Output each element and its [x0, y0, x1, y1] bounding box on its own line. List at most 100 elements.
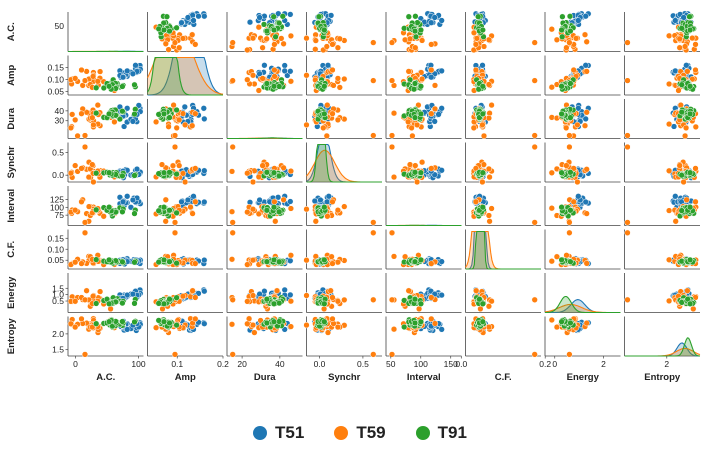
panel-a-c-vs-c-f: [465, 10, 541, 54]
point-t59: [406, 35, 414, 42]
y-axis-label: Interval: [6, 189, 17, 223]
point-t51: [246, 19, 254, 26]
point-t59: [408, 124, 415, 132]
point-t59: [162, 40, 169, 47]
point-t91: [276, 258, 283, 265]
point-t51: [133, 165, 141, 173]
point-t91: [131, 300, 138, 307]
point-t59: [412, 44, 419, 51]
point-t91: [417, 83, 425, 90]
point-t59: [111, 118, 118, 126]
point-t59: [229, 351, 236, 358]
point-t59: [192, 198, 199, 205]
point-t59: [171, 39, 179, 46]
point-t59: [428, 294, 435, 301]
point-t59: [548, 316, 555, 324]
panel-amp-vs-dura: [226, 55, 303, 96]
point-t59: [472, 66, 480, 74]
point-t59: [548, 84, 555, 91]
point-t59: [370, 296, 377, 303]
point-t91: [160, 26, 168, 34]
point-t51: [324, 62, 332, 69]
point-t91: [263, 258, 271, 265]
panel-interval-vs-interval: [385, 186, 462, 227]
point-t91: [321, 256, 328, 264]
point-t59: [334, 207, 342, 214]
x-tick-label: 0.0: [455, 359, 467, 369]
point-t51: [672, 193, 679, 200]
y-axis-label: Entropy: [6, 318, 17, 355]
point-t51: [178, 19, 185, 26]
point-t91: [173, 106, 180, 114]
point-t59: [173, 124, 180, 132]
point-t59: [323, 132, 330, 140]
point-t91: [411, 258, 419, 265]
point-t51: [438, 17, 445, 24]
point-t59: [228, 168, 236, 175]
point-t59: [287, 205, 295, 212]
point-t91: [173, 209, 180, 217]
point-t59: [692, 66, 699, 74]
legend-marker-t51: [253, 426, 268, 440]
point-t91: [160, 110, 168, 118]
point-t91: [276, 299, 283, 307]
point-t91: [93, 256, 100, 263]
point-t91: [686, 83, 694, 90]
point-t59: [327, 287, 334, 294]
point-t51: [438, 167, 445, 174]
point-t91: [479, 300, 486, 307]
legend-item-t91: T91: [415, 423, 467, 443]
point-t91: [558, 318, 565, 325]
point-t59: [72, 298, 79, 305]
x-axis-label: Interval: [407, 372, 441, 383]
point-t51: [124, 67, 131, 75]
point-t59: [189, 31, 196, 38]
point-t59: [171, 219, 179, 226]
point-t51: [287, 291, 294, 299]
point-t59: [176, 44, 183, 51]
point-t59: [271, 198, 278, 205]
point-t91: [131, 210, 138, 217]
point-t91: [270, 26, 278, 34]
point-t59: [480, 161, 487, 168]
y-axis-label: Energy: [6, 276, 17, 309]
point-t59: [272, 218, 279, 225]
point-t51: [195, 13, 202, 20]
point-t91: [559, 33, 566, 40]
point-t91: [105, 256, 113, 264]
point-t91: [155, 258, 162, 266]
point-t51: [582, 198, 589, 206]
kde-fill-t51: [147, 57, 223, 95]
panel-synchr-vs-a-c: 0.0 0.5 Synchr: [6, 142, 144, 186]
point-t51: [680, 14, 687, 21]
point-t59: [72, 259, 79, 266]
x-tick-label: 0: [73, 359, 78, 369]
panel-a-c-vs-interval: [385, 10, 462, 54]
point-t51: [190, 17, 197, 24]
y-tick-label: 0.15: [47, 62, 64, 72]
panel-dura-vs-amp: [147, 99, 223, 140]
x-axis-label: Dura: [254, 372, 276, 383]
point-t51: [428, 19, 435, 26]
panel-energy-vs-interval: [385, 273, 462, 313]
point-t51: [438, 67, 445, 75]
point-t91: [131, 318, 138, 326]
point-t91: [155, 170, 162, 177]
point-t91: [270, 169, 278, 176]
point-t59: [181, 121, 189, 129]
point-t59: [563, 124, 570, 132]
point-t51: [431, 118, 438, 125]
y-tick-label: 0.05: [47, 255, 64, 265]
kde-line-t91: [227, 137, 303, 140]
point-t59: [665, 80, 673, 88]
point-t59: [330, 82, 337, 89]
panel-c-f-vs-amp: [147, 229, 223, 270]
panel-energy-vs-energy: [544, 273, 621, 314]
point-t91: [270, 204, 278, 211]
point-t51: [124, 105, 131, 112]
point-t91: [405, 13, 412, 20]
point-t59: [187, 203, 194, 211]
legend-label-t91: T91: [437, 423, 467, 442]
point-t51: [672, 17, 679, 24]
